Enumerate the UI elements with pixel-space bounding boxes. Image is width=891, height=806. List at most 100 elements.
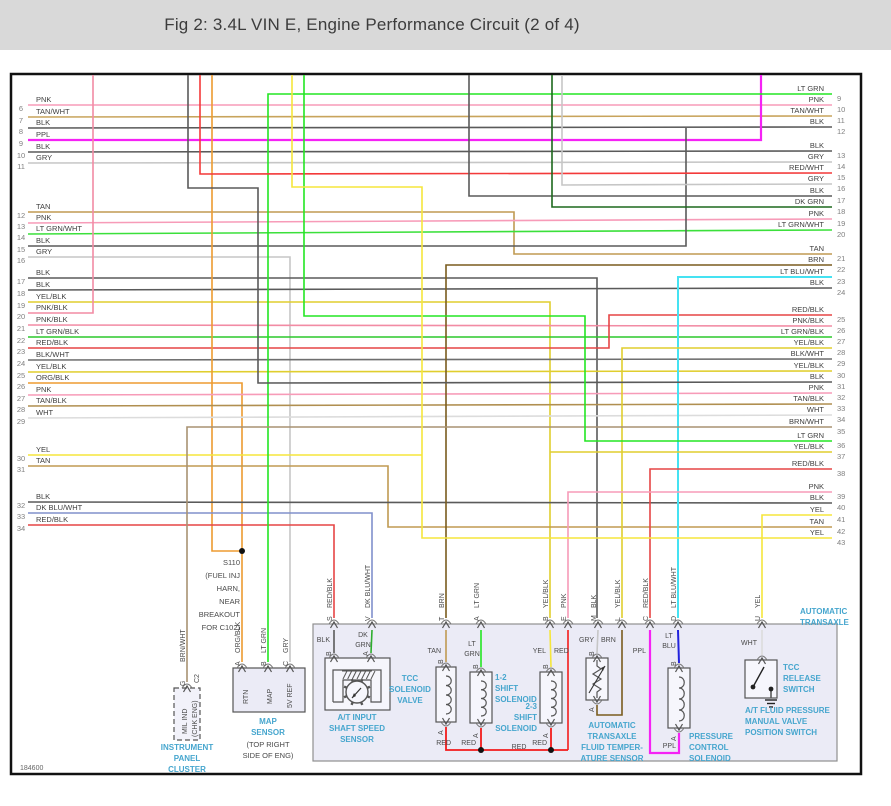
coil-icon — [445, 675, 452, 715]
component-box — [232, 667, 306, 713]
label-text: MAP — [267, 689, 274, 705]
pin-arrow-icon — [329, 654, 339, 663]
pin-arrow-icon — [757, 656, 767, 665]
connector-arc-icon — [440, 662, 452, 668]
gear-tooth-icon — [350, 701, 354, 706]
label-text: CLUSTER — [168, 765, 206, 774]
wire-yel — [549, 629, 552, 668]
label-text: PPL — [36, 130, 50, 139]
label-text: 37 — [837, 452, 845, 461]
label-text: WHT — [36, 408, 53, 417]
label-text: GRY — [579, 637, 594, 644]
label-text: BLK — [810, 493, 824, 502]
wire-yelblk — [27, 370, 833, 373]
junction-dot — [239, 548, 245, 554]
label-text: PNK — [809, 209, 824, 218]
label-text: LT GRN/WHT — [36, 224, 82, 233]
resistor-arrow-icon — [588, 665, 606, 694]
switch-contact-icon — [768, 686, 774, 692]
connector-arc-icon — [644, 619, 656, 625]
connector-arc-icon — [544, 619, 556, 625]
wire-ltgrnwht — [27, 229, 833, 235]
label-text: MAP — [259, 717, 277, 726]
sensor-winding-icon — [370, 670, 376, 680]
wire-red — [445, 727, 568, 751]
wire-tanwht — [27, 115, 833, 118]
switch-lever-icon — [752, 666, 765, 688]
label-text: BLK — [810, 372, 824, 381]
label-text: SHIFT — [495, 684, 518, 693]
component-box — [324, 657, 391, 711]
label-text: LT GRN/BLK — [781, 327, 824, 336]
label-text: TAN/BLK — [793, 394, 824, 403]
coil-icon — [678, 676, 685, 722]
gear-tooth-icon — [343, 685, 348, 689]
pin-arrow-icon — [592, 654, 602, 663]
label-text: B — [589, 651, 596, 656]
label-text: 31 — [17, 465, 25, 474]
label-text: A — [438, 730, 445, 735]
wire-yelblk — [28, 301, 551, 618]
label-text: 12 — [837, 127, 845, 136]
gear-tooth-icon — [360, 701, 364, 706]
pin-arrow-icon — [263, 664, 273, 673]
figure-title: Fig 2: 3.4L VIN E, Engine Performance Ci… — [164, 15, 580, 34]
label-text: BLK — [36, 236, 50, 245]
connector-arc-icon — [562, 619, 574, 625]
label-text: 25 — [17, 371, 25, 380]
label-text: RED/BLK — [792, 305, 824, 314]
label-text: C — [643, 616, 650, 621]
wire-redblk — [28, 314, 832, 349]
pin-arrow-icon — [441, 620, 451, 629]
label-text: GRN — [355, 642, 371, 649]
label-text: CONTROL — [689, 743, 729, 752]
label-text: A — [473, 733, 480, 738]
label-text: RED/BLK — [36, 515, 68, 524]
label-text: 12 — [17, 211, 25, 220]
label-text: PNK — [809, 482, 824, 491]
label-text: C2 — [194, 674, 201, 683]
label-text: 42 — [837, 527, 845, 536]
connector-arc-icon — [366, 619, 378, 625]
label-text: TRANSAXLE — [588, 732, 638, 741]
pin-arrow-icon — [285, 664, 295, 673]
gear-tooth-icon — [366, 685, 371, 689]
label-text: VALVE — [397, 696, 423, 705]
component-box — [469, 671, 493, 724]
gear-tooth-icon — [350, 678, 354, 683]
label-text: PNK — [36, 213, 51, 222]
label-text: PNK/BLK — [36, 315, 68, 324]
wire-blk — [27, 287, 833, 291]
pin-arrow-icon — [563, 620, 573, 629]
wire-tan — [28, 211, 832, 255]
label-text: BLK — [591, 594, 598, 608]
label-text: 16 — [837, 184, 845, 193]
label-text: LT GRN — [261, 628, 268, 653]
wire-redblk — [649, 468, 832, 618]
label-text: PPL — [633, 648, 646, 655]
label-text: 26 — [17, 382, 25, 391]
label-text: 39 — [837, 492, 845, 501]
label-text: S110 — [223, 558, 240, 567]
label-text: TAN — [810, 517, 824, 526]
label-text: B — [543, 664, 550, 669]
label-text: GRY — [283, 638, 290, 653]
label-text: BRN — [439, 593, 446, 608]
label-text: (TOP RIGHT — [246, 740, 289, 749]
label-text: LT — [665, 633, 673, 640]
wire-gry — [596, 629, 599, 654]
label-text: 13 — [837, 151, 845, 160]
label-text: LT GRN — [797, 84, 824, 93]
label-text: FLUID TEMPER- — [581, 743, 643, 752]
label-text: BRN/WHT — [180, 629, 187, 662]
connector-arc-icon — [475, 619, 487, 625]
label-text: AUTOMATIC — [588, 721, 635, 730]
diagram-border — [9, 72, 863, 776]
label-text: BLK — [36, 118, 50, 127]
label-text: SIDE OF ENG) — [243, 751, 294, 760]
label-text: D — [671, 616, 678, 621]
wire-brn — [596, 630, 623, 716]
sensor-winding-icon — [356, 670, 362, 680]
sensor-bracket-icon — [332, 669, 382, 703]
junction-dot — [548, 747, 554, 753]
